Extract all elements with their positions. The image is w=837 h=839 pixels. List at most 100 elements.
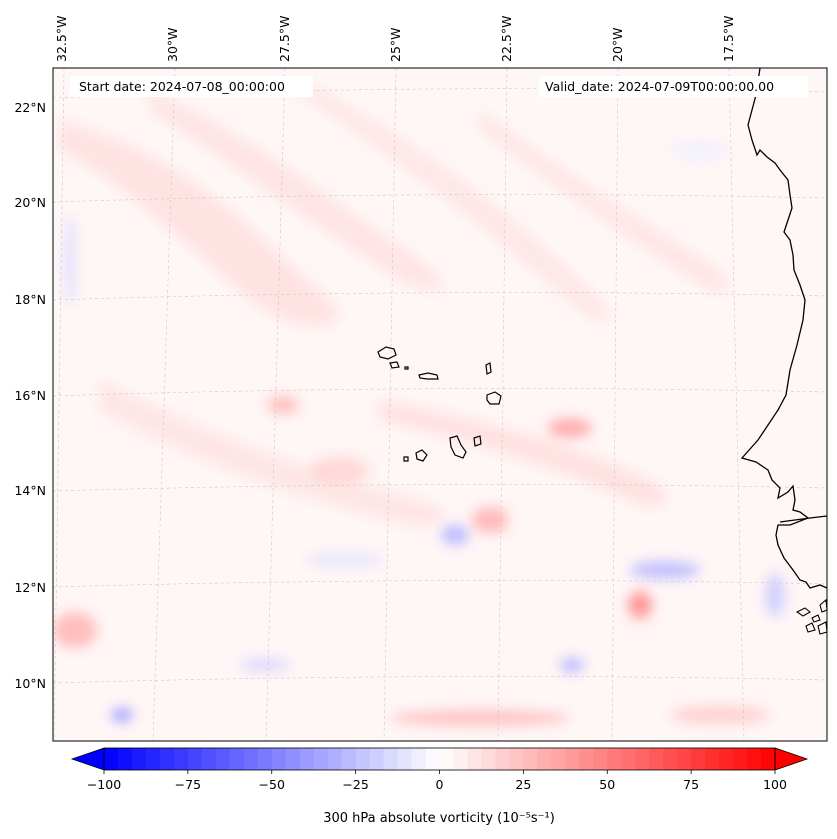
colorbar-ticks: −100 −75 −50 −25 0 25 50 75 100 [87,770,787,792]
colorbar-cell [313,748,329,770]
colorbar-cell [271,748,287,770]
colorbar-cell [579,748,594,770]
island-santo-antao [377,346,397,360]
map-panel [53,68,827,741]
colorbar-cell [173,748,189,770]
colorbar-tick-label: −50 [259,777,285,792]
colorbar-tick-label: 75 [683,777,699,792]
colorbar-label: 300 hPa absolute vorticity (10⁻⁵s⁻¹) [323,811,555,826]
colorbar-cell [523,748,538,770]
lat-label: 20°N [14,195,46,210]
colorbar-cell [341,748,357,770]
africa-coastline [740,68,827,589]
colorbar-cell [131,748,147,770]
colorbar-cell [649,748,664,770]
lat-label: 16°N [14,388,46,403]
colorbar-cell [593,748,608,770]
colorbar-cell [397,748,413,770]
colorbar-cell [467,748,482,770]
colorbar-cell [733,748,748,770]
island-brava [403,456,409,462]
cape-verde-islands [377,346,502,462]
colorbar-cell [145,748,161,770]
colorbar-cell [495,748,510,770]
lat-label: 22°N [14,100,46,115]
colorbar-cell [411,748,427,770]
colorbar-cell [551,748,566,770]
colorbar-cell [635,748,650,770]
start-date-label: Start date: 2024-07-08_00:00:00 [79,79,285,94]
lon-label: 20°W [610,27,625,62]
vorticity-field [53,80,785,726]
lon-label: 30°W [165,27,180,62]
lon-label: 27.5°W [277,16,292,62]
colorbar-tick-label: −100 [87,777,121,792]
colorbar-cell [705,748,720,770]
colorbar-cell [243,748,259,770]
lat-label: 14°N [14,483,46,498]
lon-label: 25°W [388,27,403,62]
colorbar-cell [663,748,678,770]
colorbar-max-extension [774,747,809,771]
island-santa-luzia [404,366,409,370]
island-fogo [415,449,428,462]
colorbar-cell [369,748,385,770]
colorbar-cell [719,748,734,770]
island-maio [473,435,482,447]
colorbar-tick-label: 25 [515,777,531,792]
colorbar-tick-label: 0 [436,777,444,792]
colorbar-cell [201,748,217,770]
colorbar-tick-label: 100 [763,777,787,792]
colorbar-cell [691,748,706,770]
colorbar: −100 −75 −50 −25 0 25 50 75 100 300 hPa absolute… [70,747,809,826]
colorbar-tick-label: −75 [175,777,201,792]
lat-label: 12°N [14,580,46,595]
valid-date-label: Valid_date: 2024-07-09T00:00:00.00 [545,79,774,94]
colorbar-cell [747,748,762,770]
island-santiago [449,435,467,459]
colorbar-cell [509,748,524,770]
latitude-labels: 22°N 20°N 18°N 16°N 14°N 12°N 10°N [14,100,46,691]
bissagos-islands [795,598,827,635]
colorbar-cell [117,748,133,770]
colorbar-cell [425,748,440,770]
colorbar-cell [285,748,301,770]
graticule [53,68,827,741]
colorbar-min-extension [70,747,105,771]
colorbar-cell [383,748,399,770]
valid-date-box [539,76,808,97]
start-date-box [70,76,313,97]
colorbar-cell [187,748,203,770]
island-boa-vista [486,391,502,405]
colorbar-cell [355,748,371,770]
lon-label: 32.5°W [54,16,69,62]
colorbar-cell [677,748,692,770]
colorbar-cell [565,748,580,770]
island-sal [485,362,492,375]
lat-label: 10°N [14,676,46,691]
colorbar-cell [327,748,343,770]
colorbar-tick-label: 50 [599,777,615,792]
colorbar-cell [453,748,468,770]
island-sao-vicente [389,361,400,369]
colorbar-cell [159,748,175,770]
colorbar-cell [439,748,454,770]
island-sao-nicolau [418,372,439,380]
colorbar-cell [481,748,496,770]
colorbar-cell [761,748,776,770]
colorbar-cell [215,748,231,770]
map-frame [52,67,828,742]
colorbar-cell [621,748,636,770]
africa-coastline-gambia [779,515,827,523]
lon-label: 17.5°W [721,16,736,62]
lat-label: 18°N [14,292,46,307]
colorbar-tick-label: −25 [342,777,368,792]
colorbar-cell [607,748,622,770]
colorbar-cells [104,748,776,770]
colorbar-cell [229,748,245,770]
lon-label: 22.5°W [499,16,514,62]
colorbar-cell [104,748,119,770]
colorbar-cell [537,748,552,770]
longitude-labels: 32.5°W 30°W 27.5°W 25°W 22.5°W 20°W 17.5… [54,16,736,62]
